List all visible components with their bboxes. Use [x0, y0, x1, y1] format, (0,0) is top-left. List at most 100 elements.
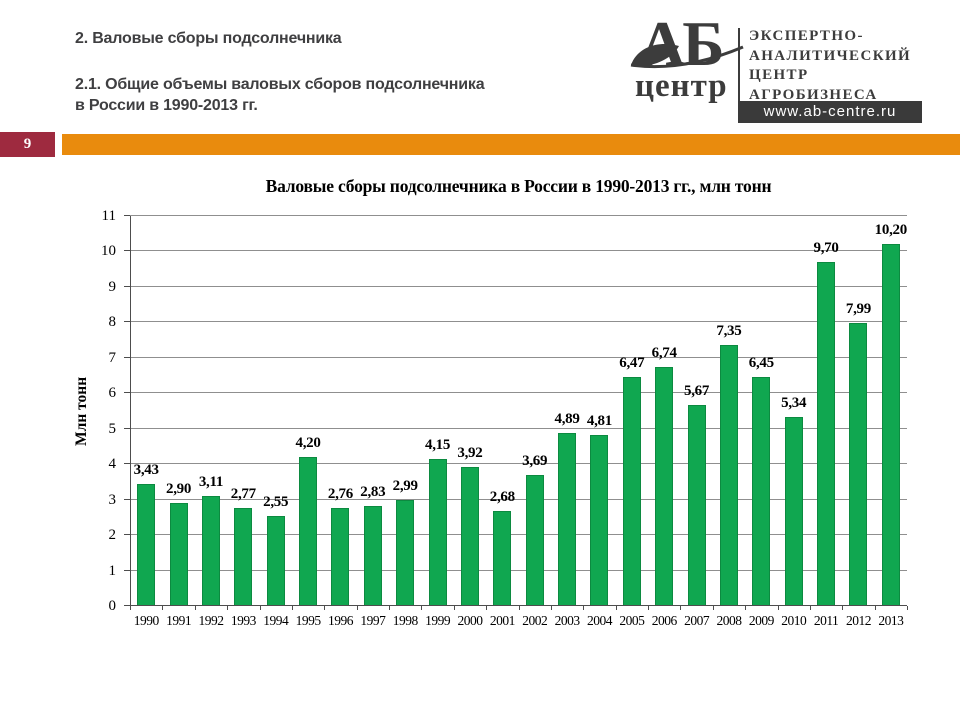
- x-tick-mark: [194, 606, 196, 610]
- bar: [299, 457, 318, 606]
- bar-value-label: 3,43: [133, 462, 159, 479]
- x-tick-label: 1995: [295, 613, 322, 628]
- x-tick-label: 2003: [554, 613, 581, 628]
- gridline: [130, 498, 907, 500]
- gridline: [130, 356, 907, 358]
- bar: [493, 510, 512, 606]
- bar: [169, 503, 188, 606]
- x-tick-label: 2001: [489, 613, 516, 628]
- x-tick-mark: [453, 606, 455, 610]
- gridline: [130, 427, 907, 429]
- x-tick-mark: [648, 606, 649, 610]
- plot-area: 3,43 1990 2,90 1991 3,11 1992 2,77 1993 2,55 1994…: [124, 215, 908, 628]
- x-tick-label: 1992: [198, 613, 224, 628]
- bar: [817, 262, 836, 606]
- bar: [784, 416, 803, 606]
- x-tick-label: 2011: [813, 613, 839, 628]
- bar-value-label: 7,99: [845, 300, 871, 317]
- x-tick-mark: [712, 606, 714, 610]
- x-tick-label: 2005: [619, 613, 645, 628]
- x-tick-label: 1990: [133, 613, 160, 628]
- bar-value-label: 6,45: [748, 355, 774, 372]
- page-number-badge: 9: [0, 132, 55, 157]
- x-tick-label: 2000: [457, 613, 483, 628]
- bar: [331, 508, 350, 606]
- y-tick-label: 10: [101, 243, 116, 260]
- x-tick-mark: [583, 606, 585, 610]
- bar: [396, 500, 415, 606]
- bar-value-label: 5,67: [684, 382, 710, 399]
- x-tick-label: 2012: [845, 613, 872, 628]
- x-tick-label: 1994: [263, 613, 289, 628]
- x-tick-mark: [907, 606, 908, 610]
- y-tick-label: 11: [101, 208, 116, 224]
- x-tick-mark: [162, 606, 164, 610]
- bar-value-label: 4,89: [554, 410, 580, 427]
- logo-org-line: АНАЛИТИЧЕСКИЙ: [749, 47, 912, 64]
- bar-value-label: 6,74: [651, 345, 677, 362]
- y-tick-label: 6: [108, 385, 117, 402]
- gridline: [130, 463, 907, 465]
- y-tick-mark: [124, 569, 130, 571]
- x-tick-label: 1997: [360, 613, 386, 628]
- x-tick-mark: [680, 606, 682, 610]
- logo-org-line: ЦЕНТР: [749, 67, 809, 83]
- bar: [622, 376, 641, 606]
- orange-band: [62, 134, 960, 155]
- x-tick-label: 1993: [230, 613, 257, 628]
- y-axis-labels: 0 1 2 3 4 5 6 7 8 9 10 11: [88, 208, 122, 614]
- bar-chart: Валовые сборы подсолнечника в России в 1…: [0, 165, 960, 665]
- bar: [881, 244, 900, 606]
- bar: [687, 404, 706, 606]
- y-tick-label: 7: [108, 349, 117, 366]
- y-axis-line: [130, 216, 131, 606]
- logo-website: www.ab-centre.ru: [738, 101, 922, 123]
- logo-org-line: ЭКСПЕРТНО-: [749, 28, 864, 44]
- bar: [558, 432, 577, 606]
- bar-value-label: 2,55: [263, 493, 289, 510]
- x-tick-label: 2010: [781, 613, 807, 628]
- x-tick-mark: [421, 606, 423, 610]
- bar: [266, 515, 285, 606]
- y-tick-label: 4: [108, 456, 117, 473]
- bar-value-label: 3,69: [522, 453, 548, 470]
- bar: [201, 495, 220, 606]
- bar-value-label: 9,70: [813, 240, 839, 257]
- logo-ab-letters: АБ: [639, 8, 725, 79]
- bar: [590, 435, 609, 606]
- x-tick-mark: [745, 606, 747, 610]
- bar-value-label: 2,77: [230, 485, 256, 502]
- bar-value-label: 2,99: [392, 478, 418, 494]
- y-tick-mark: [124, 285, 130, 287]
- x-tick-label: 1998: [392, 613, 419, 628]
- x-tick-mark: [615, 606, 617, 610]
- y-tick-label: 0: [108, 598, 117, 614]
- x-tick-mark: [291, 606, 293, 610]
- section-title: 2. Валовые сборы подсолнечника: [75, 30, 342, 47]
- y-tick-label: 2: [108, 527, 117, 544]
- x-tick-mark: [130, 606, 131, 610]
- y-tick-label: 9: [108, 278, 117, 295]
- y-tick-label: 3: [108, 491, 117, 508]
- bar: [460, 467, 479, 606]
- y-tick-label: 5: [108, 420, 117, 437]
- bar-value-label: 4,15: [425, 436, 451, 453]
- chart-title: Валовые сборы подсолнечника в России в 1…: [265, 176, 772, 196]
- x-tick-label: 2013: [878, 613, 904, 628]
- x-tick-label: 1991: [166, 613, 192, 628]
- x-tick-mark: [324, 606, 326, 610]
- bar: [655, 367, 674, 606]
- x-tick-label: 2008: [716, 613, 742, 628]
- y-tick-mark: [124, 356, 130, 358]
- x-tick-mark: [227, 606, 229, 610]
- y-tick-mark: [124, 215, 130, 216]
- x-tick-mark: [874, 606, 876, 610]
- x-tick-mark: [486, 606, 488, 610]
- x-tick-mark: [777, 606, 779, 610]
- x-tick-mark: [518, 606, 520, 610]
- bar: [719, 345, 738, 606]
- x-tick-label: 2009: [748, 613, 775, 628]
- bar: [849, 322, 868, 606]
- bar-value-label: 3,92: [457, 445, 483, 462]
